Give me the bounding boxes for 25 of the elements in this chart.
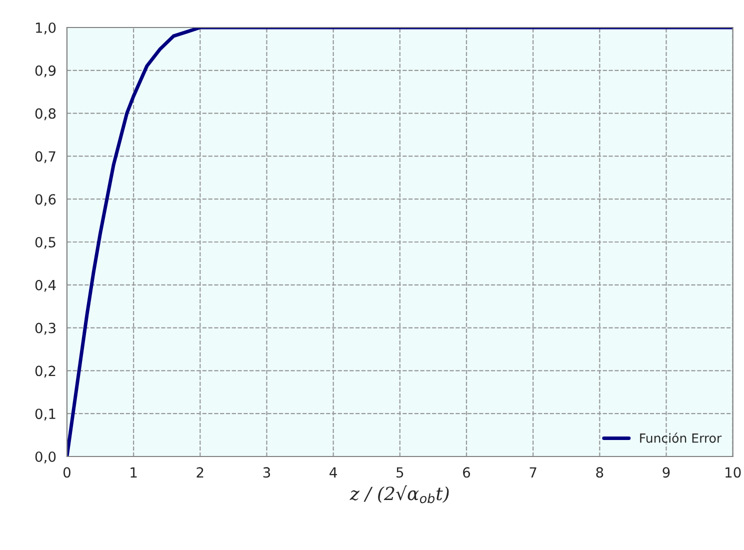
y-tick-label: 0,1: [35, 408, 56, 420]
y-tick-label: 0,4: [35, 280, 56, 292]
x-tick-label: 10: [726, 467, 741, 478]
x-tick-label: 5: [396, 467, 404, 478]
y-tick-label: 0,7: [35, 151, 56, 164]
x-tick-label: 3: [263, 467, 270, 478]
legend-label: Función Error: [640, 432, 722, 443]
y-tick-label: 0,8: [35, 108, 56, 120]
x-tick-label: 2: [196, 467, 204, 478]
x-tick-label: 9: [662, 467, 670, 478]
y-tick-label: 1,0: [36, 22, 56, 34]
x-tick-label: 1: [130, 467, 137, 478]
y-tick-label: 0,6: [35, 194, 56, 206]
y-tick-label: 0,5: [35, 236, 56, 249]
x-tick-label: 8: [596, 467, 604, 478]
y-tick-label: 0,9: [35, 65, 56, 78]
x-axis-title: z / (2√α$_{ob}$t): [350, 485, 449, 504]
y-tick-label: 0,0: [35, 451, 56, 464]
y-tick-label: 0,2: [35, 366, 56, 378]
x-tick-label: 0: [63, 467, 70, 478]
x-tick-label: 6: [463, 467, 470, 478]
x-tick-label: 4: [330, 467, 337, 478]
line-series: [66, 28, 733, 456]
x-tick-label: 7: [530, 467, 536, 478]
y-tick-label: 0,3: [35, 322, 56, 335]
